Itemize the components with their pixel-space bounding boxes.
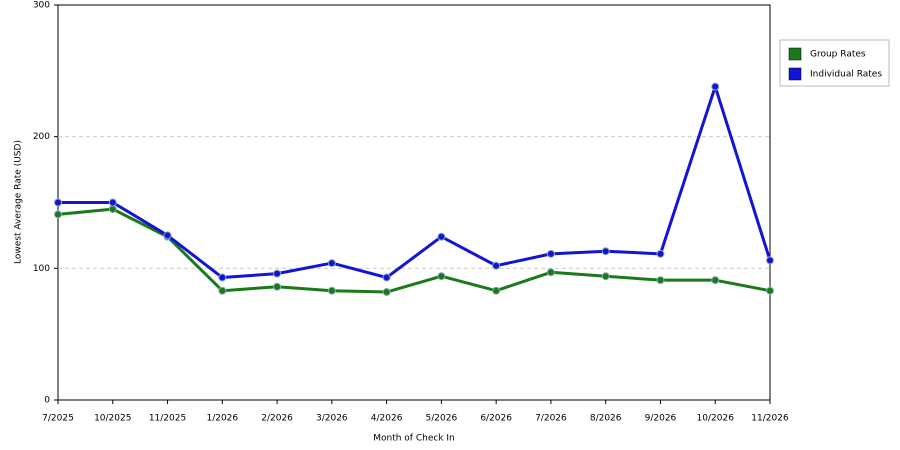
series-line: [58, 85, 772, 280]
data-point: [492, 261, 501, 270]
x-tick-label: 7/2026: [535, 414, 567, 424]
data-point: [218, 286, 227, 295]
y-tick-label: 0: [44, 396, 50, 406]
data-point: [437, 272, 446, 281]
data-point: [656, 249, 665, 258]
data-point: [108, 198, 117, 207]
y-tick-label: 300: [33, 1, 50, 11]
x-tick-label: 3/2026: [316, 414, 348, 424]
data-point: [711, 276, 720, 285]
legend-swatch: [788, 47, 802, 61]
data-point: [601, 272, 610, 281]
x-tick-label: 11/2025: [149, 414, 186, 424]
data-point: [656, 276, 665, 285]
x-tick-label: 4/2026: [371, 414, 403, 424]
y-tick-label: 200: [33, 132, 50, 142]
data-point: [492, 286, 501, 295]
data-point: [273, 269, 282, 278]
x-tick-label: 9/2026: [645, 414, 677, 424]
data-point: [327, 259, 336, 268]
data-point: [546, 249, 555, 258]
x-tick-label: 5/2026: [426, 414, 458, 424]
x-tick-label: 2/2026: [261, 414, 293, 424]
plot-area: [57, 4, 771, 401]
x-tick-label: 11/2026: [751, 414, 789, 424]
data-point: [546, 268, 555, 277]
x-tick-label: 8/2026: [590, 414, 622, 424]
series-line: [57, 207, 771, 294]
legend-label: Group Rates: [810, 50, 866, 60]
y-tick-label: 100: [33, 264, 50, 274]
data-point: [382, 288, 391, 297]
data-point: [54, 198, 62, 207]
data-point: [108, 205, 117, 214]
data-point: [273, 282, 282, 291]
data-point: [711, 82, 720, 91]
x-tick-label: 7/2025: [42, 414, 74, 424]
data-point: [437, 232, 446, 241]
x-tick-label: 1/2026: [206, 414, 238, 424]
data-point: [766, 286, 774, 295]
data-point: [163, 231, 172, 240]
x-tick-label: 10/2025: [94, 414, 131, 424]
legend-label: Individual Rates: [810, 70, 882, 80]
data-point: [382, 273, 391, 282]
data-point: [54, 210, 62, 219]
data-point: [766, 256, 774, 265]
data-point: [218, 273, 227, 282]
y-axis-title: Lowest Average Rate (USD): [14, 140, 24, 264]
data-point: [327, 286, 336, 295]
data-point: [601, 247, 610, 256]
legend-swatch: [788, 67, 802, 81]
x-tick-label: 10/2026: [697, 414, 735, 424]
x-axis-title: Month of Check In: [373, 434, 455, 444]
x-tick-label: 6/2026: [480, 414, 512, 424]
